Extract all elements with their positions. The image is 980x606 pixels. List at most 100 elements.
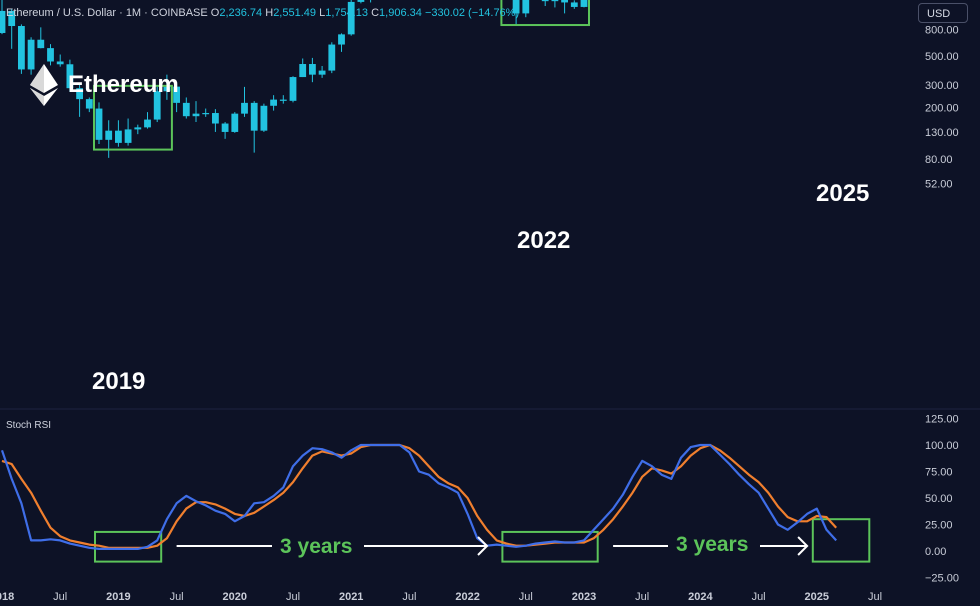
rsi-axis: 125.00 100.00 75.00 50.00 25.00 0.00 −25.00 (925, 414, 959, 585)
candle-body (153, 91, 161, 120)
candle-body (260, 105, 268, 131)
candle-body (289, 77, 297, 101)
low-value: 1,754.13 (325, 7, 369, 19)
candle-body (570, 2, 578, 7)
candle-body (192, 113, 200, 117)
candle-body (318, 70, 326, 75)
price-tick-label: 300.00 (925, 80, 959, 92)
candlestick-series (0, 0, 588, 158)
candle-body (580, 0, 588, 7)
brand-name: Ethereum (68, 71, 179, 98)
time-tick-label: Jul (170, 591, 184, 603)
candle-body (66, 64, 74, 89)
candle-body (309, 64, 316, 75)
rsi-tick-label: 125.00 (925, 414, 959, 426)
candle-body (522, 0, 530, 14)
time-tick-label: 2022 (455, 591, 479, 603)
candle-body (37, 39, 45, 49)
year-label-2019: 2019 (92, 368, 146, 395)
symbol-header: Ethereum / U.S. Dollar · 1M · COINBASE O… (6, 7, 519, 19)
time-tick-label: 2019 (106, 591, 130, 603)
year-label-2022: 2022 (517, 227, 571, 254)
rsi-highlight-box (94, 530, 163, 563)
time-tick-label: Jul (402, 591, 416, 603)
candle-body (76, 88, 83, 100)
span-label-2: 3 years (676, 533, 749, 556)
rsi-highlight-boxes (94, 518, 871, 563)
brand-logo: Ethereum (30, 64, 179, 106)
indicator-label: Stoch RSI (6, 420, 52, 431)
time-axis: 2018 Jul 2019 Jul 2020 Jul 2021 Jul 2022 Jul 2023 J… (0, 591, 882, 603)
time-tick-label: Jul (635, 591, 649, 603)
rsi-tick-label: 50.00 (925, 493, 953, 505)
candle-body (270, 99, 277, 106)
year-label-2025: 2025 (816, 180, 870, 207)
time-tick-label: Jul (53, 591, 67, 603)
candle-body (8, 10, 16, 27)
candle-body (173, 86, 180, 103)
open-label: O (210, 7, 220, 19)
candle-body (47, 48, 54, 62)
time-tick-label: 2018 (0, 591, 14, 603)
time-tick-label: 2024 (688, 591, 713, 603)
candle-body (95, 108, 103, 140)
candle-body (551, 0, 559, 2)
candle-body (105, 130, 113, 140)
time-tick-label: Jul (752, 591, 766, 603)
currency-button[interactable]: USD (918, 3, 968, 23)
candle-body (357, 0, 365, 2)
price-highlight-boxes (93, 0, 590, 151)
price-tick-label: 80.00 (925, 154, 953, 166)
rsi-tick-label: 0.00 (925, 546, 946, 558)
candle-body (512, 0, 520, 14)
high-value: 2,551.49 (273, 7, 317, 19)
candle-body (85, 99, 93, 109)
candle-body (541, 0, 549, 2)
candle-body (182, 102, 190, 117)
time-tick-label: 2023 (572, 591, 596, 603)
time-tick-label: 2025 (805, 591, 829, 603)
candle-body (134, 127, 142, 130)
candle-body (250, 102, 258, 131)
candle-body (212, 113, 219, 124)
change-value: −330.02 (−14.76%) (424, 7, 520, 19)
candle-body (56, 61, 64, 65)
stoch-k-line (0, 443, 838, 551)
candle-body (328, 44, 336, 71)
candle-body (18, 26, 25, 70)
arrow-head (797, 536, 809, 556)
rsi-tick-label: 75.00 (925, 467, 953, 479)
price-highlight-box (93, 84, 173, 151)
high-label: H (265, 7, 274, 19)
price-tick-label: 130.00 (925, 127, 959, 139)
close-value: 1,906.34 (379, 7, 422, 19)
span-arrows (176, 536, 809, 556)
time-tick-label: 2020 (223, 591, 247, 603)
price-tick-label: 200.00 (925, 103, 959, 115)
open-value: 2,236.74 (219, 7, 263, 19)
candle-body (347, 1, 355, 35)
rsi-highlight-box (501, 530, 599, 563)
candle-body (231, 113, 239, 132)
symbol-name: Ethereum / U.S. Dollar · 1M · COINBASE (6, 7, 208, 19)
price-axis: 20,000.0012,000.008,000.005,000.003,000.… (925, 2, 968, 191)
candle-body (338, 34, 345, 45)
close-label: C (371, 7, 380, 19)
candle-body (163, 86, 171, 92)
candle-body (202, 113, 210, 115)
rsi-tick-label: 25.00 (925, 520, 953, 532)
span-label-1: 3 years (280, 535, 353, 558)
candle-body (27, 39, 35, 70)
ethereum-diamond-icon (30, 64, 58, 106)
time-tick-label: 2021 (339, 591, 363, 603)
candle-body (0, 10, 6, 34)
time-tick-label: Jul (868, 591, 882, 603)
price-tick-label: 500.00 (925, 51, 959, 63)
candle-body (144, 119, 151, 128)
rsi-series (0, 443, 838, 551)
arrow-head (477, 536, 489, 556)
price-tick-label: 800.00 (925, 25, 959, 37)
candle-body (279, 99, 287, 101)
candle-body (221, 123, 229, 132)
